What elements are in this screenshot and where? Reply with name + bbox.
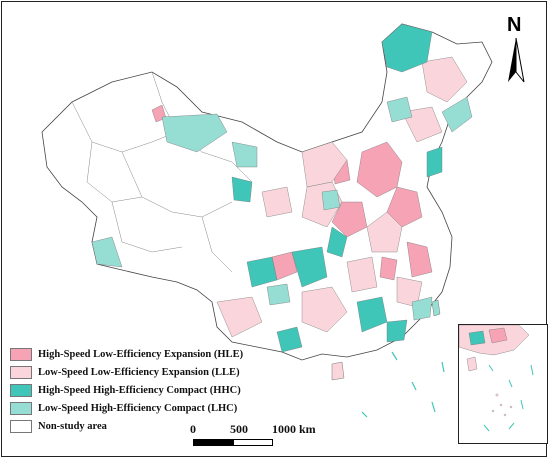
legend-item-lhc: Low-Speed High-Efficiency Compact (LHC) <box>10 400 260 417</box>
lle-regions <box>216 56 468 338</box>
north-arrow-icon <box>508 37 525 83</box>
legend-label: High-Speed High-Efficiency Compact (HHC) <box>38 385 241 396</box>
scale-segment-black <box>193 439 233 446</box>
scale-label-1000: 1000 km <box>272 422 316 436</box>
north-arrow: N <box>501 14 531 86</box>
legend-swatch-hhc <box>10 384 32 397</box>
legend-swatch-lle <box>10 366 32 379</box>
legend-swatch-lhc <box>10 402 32 415</box>
legend-label: Non-study area <box>38 421 107 432</box>
legend-item-hhc: High-Speed High-Efficiency Compact (HHC) <box>10 382 260 399</box>
islands <box>331 299 445 418</box>
scale-bar: 0 500 1000 km <box>190 422 320 452</box>
legend-label: Low-Speed High-Efficiency Compact (LHC) <box>38 403 238 414</box>
scale-label-500: 500 <box>230 422 248 436</box>
legend-label: High-Speed Low-Efficiency Expansion (HLE… <box>38 349 244 360</box>
legend-swatch-non-study <box>10 420 32 433</box>
inset-map <box>458 324 534 432</box>
legend-item-non-study: Non-study area <box>10 418 260 435</box>
legend-label: Low-Speed Low-Efficiency Expansion (LLE) <box>38 367 240 378</box>
hle-regions <box>151 104 433 281</box>
scale-label-0: 0 <box>190 422 196 436</box>
legend-item-lle: Low-Speed Low-Efficiency Expansion (LLE) <box>10 364 260 381</box>
legend-swatch-hle <box>10 348 32 361</box>
south-china-sea-inset <box>458 324 548 444</box>
non-study-boundaries <box>71 71 253 273</box>
scale-segment-white <box>233 439 273 446</box>
lhc-regions <box>91 96 473 321</box>
legend-item-hle: High-Speed Low-Efficiency Expansion (HLE… <box>10 346 260 363</box>
hhc-regions <box>231 23 443 353</box>
legend: High-Speed Low-Efficiency Expansion (HLE… <box>10 346 260 436</box>
north-label: N <box>507 14 522 36</box>
